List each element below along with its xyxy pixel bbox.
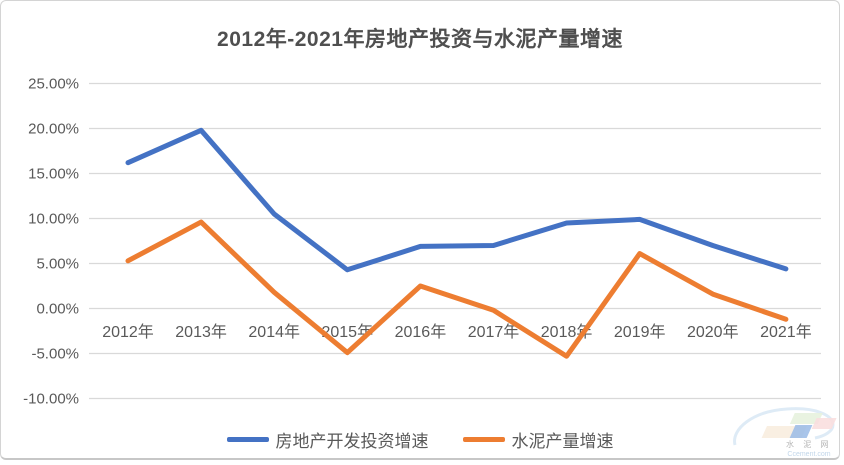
x-axis-label: 2017年 [468,323,520,341]
series-line-0 [125,127,789,273]
legend-label-real-estate: 房地产开发投资增速 [275,432,429,451]
watermark-name-text: 水 泥 网 [786,439,832,449]
chart-title: 2012年-2021年房地产投资与水泥产量增速 [217,28,623,51]
y-axis-tick-label: -10.00% [23,391,79,408]
series-line-1 [125,219,789,359]
legend-item-real-estate: 房地产开发投资增速 [226,427,429,452]
x-axis-label: 2019年 [614,323,666,341]
watermark-swoosh [733,407,835,446]
x-axis-label: 2020年 [687,323,739,341]
legend-swatch-blue [226,437,269,442]
x-axis-label: 2021年 [760,323,812,341]
y-axis-tick-label: -5.00% [31,346,79,363]
x-axis-label: 2015年 [321,323,373,341]
x-axis-label: 2012年 [102,323,154,341]
y-axis-tick-label: 5.00% [36,256,79,273]
watermark-shapes [761,413,837,438]
y-axis-tick-label: 0.00% [36,301,79,318]
y-axis-tick-label: 20.00% [28,121,79,138]
y-axis-tick-label: 15.00% [28,166,79,183]
x-axis-label: 2014年 [248,323,300,341]
legend-label-cement: 水泥产量增速 [511,432,614,451]
ccement-watermark-logo: 水 泥 网 Ccement.com [733,407,837,458]
legend-item-cement: 水泥产量增速 [462,427,614,452]
watermark-domain-text: Ccement.com [787,451,830,458]
legend-swatch-orange [462,437,505,442]
chart-legend: 房地产开发投资增速 水泥产量增速 [1,427,839,452]
x-axis-label: 2013年 [175,323,227,341]
x-axis-label: 2016年 [395,323,447,341]
y-axis-tick-label: 10.00% [28,211,79,228]
y-axis-tick-label: 25.00% [28,76,79,93]
